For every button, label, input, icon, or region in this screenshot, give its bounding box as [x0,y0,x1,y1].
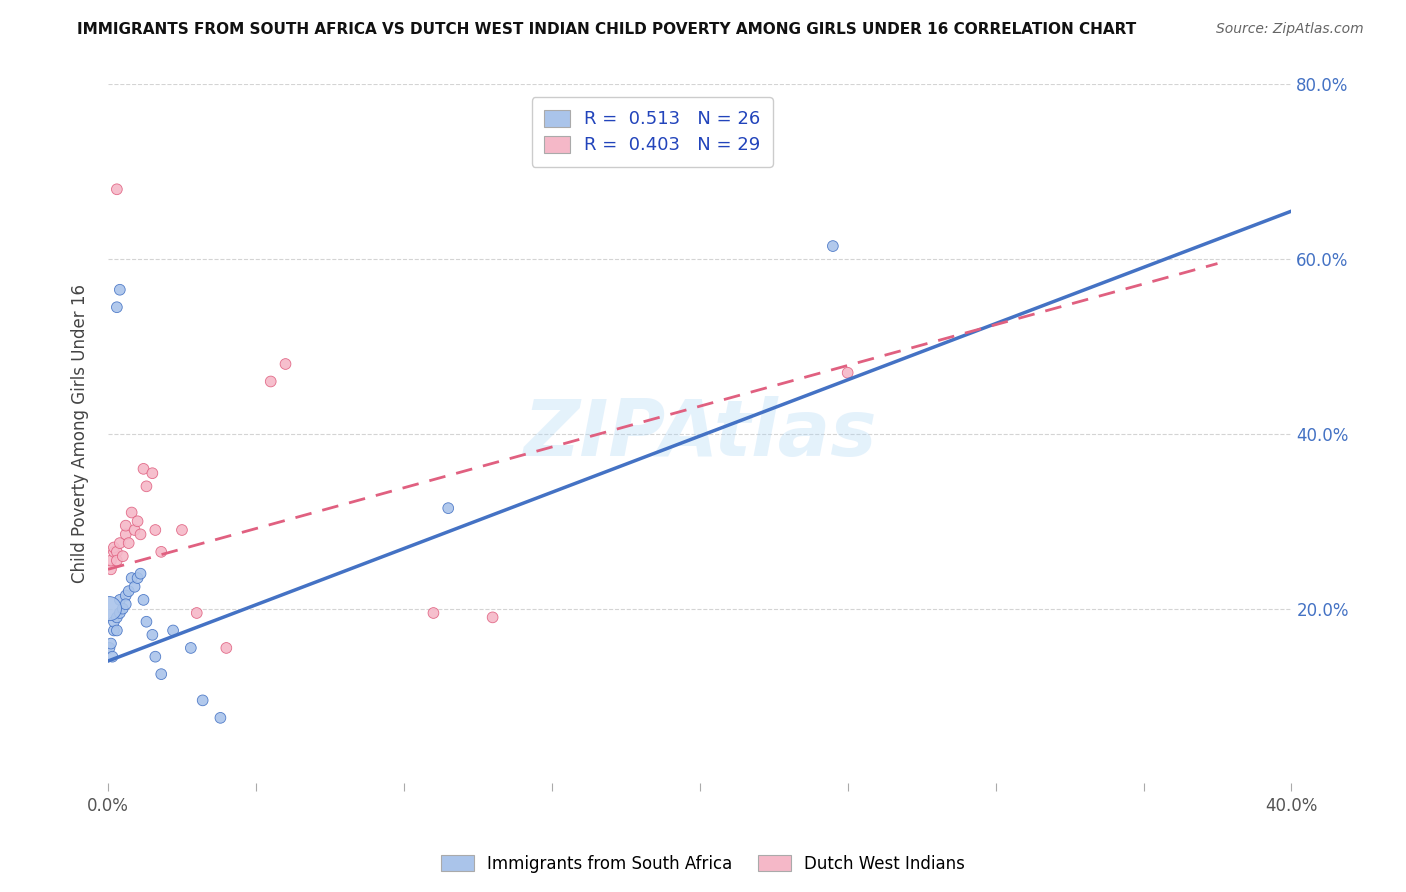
Point [98,601,121,615]
Point [135,479,157,493]
Point [100,553,122,567]
Point [274,357,297,371]
Point [100,562,122,576]
Point [111,549,134,564]
Point [437,501,460,516]
Point [209,711,232,725]
Point [143,649,166,664]
Point [132,593,155,607]
Point [127,514,149,528]
Point [111,601,134,615]
Point [105,624,128,638]
Point [260,375,283,389]
Point [124,523,146,537]
Point [135,615,157,629]
Point [481,610,503,624]
Point [114,589,136,603]
Point [108,593,131,607]
Point [121,506,143,520]
Point [105,553,128,567]
Point [105,300,128,314]
Point [141,628,163,642]
Point [118,536,141,550]
Point [127,571,149,585]
Point [150,667,173,681]
Point [105,610,128,624]
Legend: R =  0.513   N = 26, R =  0.403   N = 29: R = 0.513 N = 26, R = 0.403 N = 29 [531,97,773,167]
Point [108,283,131,297]
Text: ZIPAtlas: ZIPAtlas [523,396,876,472]
Point [180,640,202,655]
Point [162,624,184,638]
Point [103,541,125,555]
Point [837,366,859,380]
Point [105,182,128,196]
Point [143,523,166,537]
Y-axis label: Child Poverty Among Girls Under 16: Child Poverty Among Girls Under 16 [72,285,89,583]
Point [121,571,143,585]
Point [215,640,238,655]
Point [103,545,125,559]
Text: Source: ZipAtlas.com: Source: ZipAtlas.com [1216,22,1364,37]
Point [422,606,444,620]
Point [129,527,152,541]
Point [108,536,131,550]
Point [114,518,136,533]
Point [98,640,121,655]
Point [103,624,125,638]
Point [132,462,155,476]
Text: IMMIGRANTS FROM SOUTH AFRICA VS DUTCH WEST INDIAN CHILD POVERTY AMONG GIRLS UNDE: IMMIGRANTS FROM SOUTH AFRICA VS DUTCH WE… [77,22,1136,37]
Point [118,584,141,599]
Point [114,597,136,611]
Point [186,606,208,620]
Point [129,566,152,581]
Point [114,527,136,541]
Point [103,615,125,629]
Point [100,637,122,651]
Point [191,693,214,707]
Point [150,545,173,559]
Legend: Immigrants from South Africa, Dutch West Indians: Immigrants from South Africa, Dutch West… [434,848,972,880]
Point [170,523,193,537]
Point [124,580,146,594]
Point [105,545,128,559]
Point [108,606,131,620]
Point [821,239,844,253]
Point [101,649,124,664]
Point [141,467,163,481]
